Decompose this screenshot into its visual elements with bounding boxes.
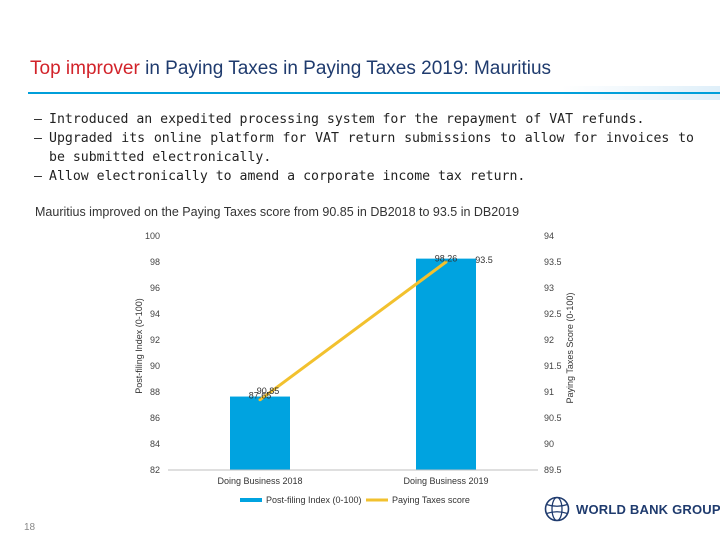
y-right-tick-label: 94 <box>544 231 554 241</box>
bullet-list: – Introduced an expedited processing syst… <box>34 110 694 186</box>
y-right-tick-label: 91.5 <box>544 361 562 371</box>
y-right-axis-title: Paying Taxes Score (0-100) <box>565 293 575 404</box>
legend-label-post-filing-index: Post-filing Index (0-100) <box>266 495 362 505</box>
bullet-text: Allow electronically to amend a corporat… <box>49 169 526 184</box>
y-right-tick-label: 90 <box>544 439 554 449</box>
bullet-item: – Upgraded its online platform for VAT re… <box>34 129 694 167</box>
y-right-tick-label: 93.5 <box>544 257 562 267</box>
world-bank-logo: WORLD BANK GROUP <box>544 496 720 522</box>
line-point-paying-taxes-score <box>258 398 262 402</box>
line-paying-taxes-score <box>259 260 447 402</box>
y-left-tick-label: 90 <box>150 361 160 371</box>
slide-title: Top improver in Paying Taxes in Paying T… <box>30 58 551 80</box>
x-category-label: Doing Business 2018 <box>217 476 302 486</box>
bullet-item: – Introduced an expedited processing syst… <box>34 110 694 129</box>
x-category-label: Doing Business 2019 <box>403 476 488 486</box>
y-left-tick-label: 82 <box>150 465 160 475</box>
y-left-tick-label: 96 <box>150 283 160 293</box>
y-right-tick-label: 89.5 <box>544 465 562 475</box>
bullet-text: Upgraded its online platform for VAT ret… <box>49 131 694 165</box>
y-right-tick-label: 92 <box>544 335 554 345</box>
page-number: 18 <box>24 522 36 533</box>
bar-post-filing-index <box>230 396 290 470</box>
line-point-paying-taxes-score <box>444 260 448 264</box>
line-data-label: 93.5 <box>475 255 493 265</box>
y-right-tick-label: 90.5 <box>544 413 562 423</box>
y-left-tick-label: 94 <box>150 309 160 319</box>
bar-data-label: 98.26 <box>435 254 458 264</box>
y-right-tick-label: 92.5 <box>544 309 562 319</box>
chart-caption: Mauritius improved on the Paying Taxes s… <box>35 205 520 219</box>
y-right-tick-label: 93 <box>544 283 554 293</box>
y-left-tick-label: 88 <box>150 387 160 397</box>
bullet-marker: – <box>34 169 42 184</box>
y-left-tick-label: 92 <box>150 335 160 345</box>
bar-data-label: 87.65 <box>249 391 272 401</box>
logo-text: WORLD BANK GROUP <box>576 501 720 517</box>
title-rest: in Paying Taxes in Paying Taxes 2019: Ma… <box>139 58 552 79</box>
y-left-axis-title: Post-filing Index (0-100) <box>134 298 144 394</box>
title-highlight: Top improver <box>30 58 140 79</box>
y-right-tick-label: 91 <box>544 387 554 397</box>
bullet-item: – Allow electronically to amend a corpora… <box>34 167 694 186</box>
legend-label-paying-taxes-score: Paying Taxes score <box>392 495 470 505</box>
line-data-label: 90.85 <box>257 386 280 396</box>
y-left-tick-label: 98 <box>150 257 160 267</box>
y-left-tick-label: 86 <box>150 413 160 423</box>
y-left-tick-label: 84 <box>150 439 160 449</box>
title-divider <box>28 92 720 94</box>
y-left-tick-label: 100 <box>145 231 160 241</box>
bullet-marker: – <box>34 131 42 146</box>
bullet-text: Introduced an expedited processing syste… <box>49 112 645 127</box>
bar-post-filing-index <box>416 258 476 470</box>
globe-icon <box>544 496 570 522</box>
bullet-marker: – <box>34 112 42 127</box>
